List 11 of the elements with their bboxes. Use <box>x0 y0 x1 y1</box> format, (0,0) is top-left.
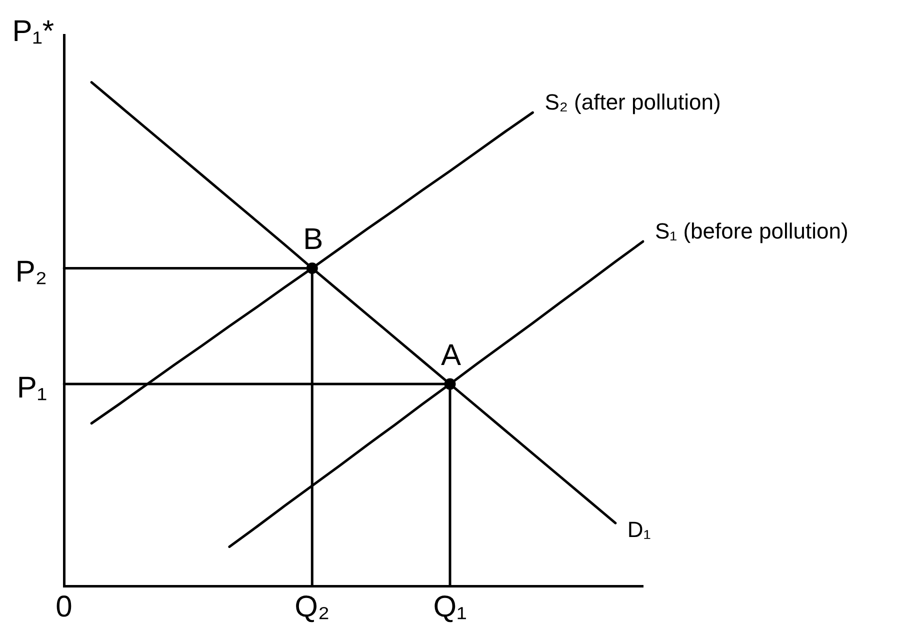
annotation: P₁ <box>16 371 47 404</box>
series-label: S₂ (after pollution) <box>544 90 721 115</box>
x-tick-label: Q₂ <box>294 590 330 624</box>
x-tick-label: Q₁ <box>433 590 467 624</box>
annotation: A <box>440 339 462 372</box>
annotation: P₂ <box>15 255 47 288</box>
x-tick-label: 0 <box>56 590 72 624</box>
y-axis-title: P₁* <box>12 15 54 48</box>
annotation: B <box>303 223 324 256</box>
series-label: D₁ <box>627 517 651 542</box>
series-label: S₁ (before pollution) <box>655 218 848 244</box>
